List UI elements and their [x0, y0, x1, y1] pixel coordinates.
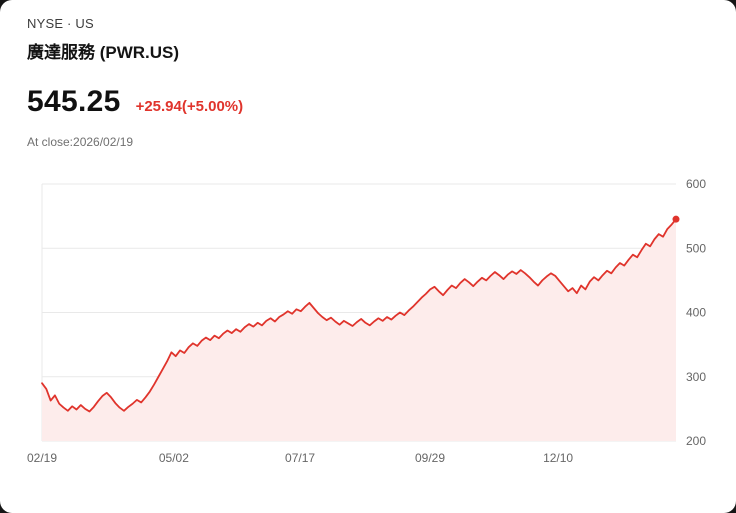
chart-area[interactable]: 200 300 400 500 600 02/19 05/02 07/17 09/29 12/10 [0, 168, 736, 498]
last-price: 545.25 [27, 85, 121, 118]
x-axis-label: 07/17 [285, 451, 315, 465]
y-axis-label: 400 [686, 306, 706, 320]
price-change: +25.94(+5.00%) [135, 98, 244, 115]
y-axis-label: 200 [686, 434, 706, 448]
price-chart[interactable]: 200 300 400 500 600 02/19 05/02 07/17 09/29 12/10 [0, 168, 736, 498]
x-axis-label: 12/10 [543, 451, 573, 465]
y-axis-label: 600 [686, 177, 706, 191]
stock-title: 廣達服務 (PWR.US) [27, 43, 180, 62]
last-price-dot [672, 215, 680, 223]
as-of-label: At close:2026/02/19 [27, 135, 134, 149]
quote-header: NYSE · US 廣達服務 (PWR.US) 545.25 +25.94(+5… [0, 0, 736, 149]
y-axis-label: 300 [686, 370, 706, 384]
price-row: 545.25 +25.94(+5.00%) [27, 85, 710, 119]
price-line [41, 218, 677, 413]
price-area-fill [42, 219, 676, 441]
y-axis-label: 500 [686, 241, 706, 255]
exchange-label: NYSE · US [27, 16, 94, 31]
x-axis-label: 09/29 [415, 451, 445, 465]
x-axis-label: 05/02 [159, 451, 189, 465]
x-axis-label: 02/19 [27, 451, 57, 465]
